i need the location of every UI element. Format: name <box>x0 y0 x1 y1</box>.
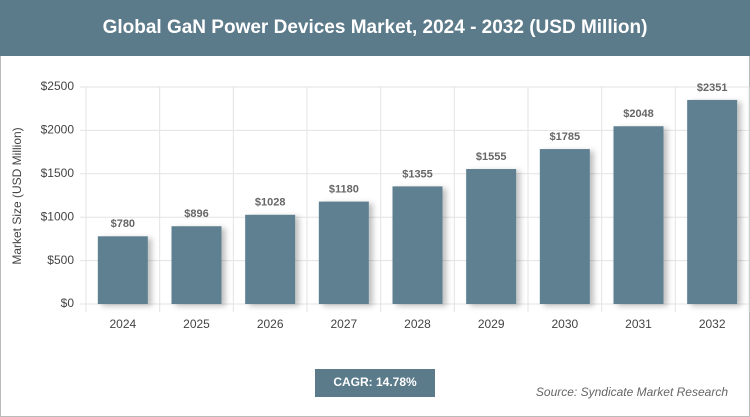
y-axis-label: Market Size (USD Million) <box>10 127 24 264</box>
chart-title: Global GaN Power Devices Market, 2024 - … <box>103 17 648 38</box>
value-label: $1355 <box>402 168 433 180</box>
x-tick-label: 2027 <box>330 317 357 331</box>
value-label: $896 <box>184 208 208 220</box>
bar <box>171 226 222 304</box>
x-tick-label: 2031 <box>625 317 652 331</box>
bar <box>318 201 369 304</box>
y-tick-label: $2000 <box>41 123 75 137</box>
bar <box>245 214 296 304</box>
y-tick-label: $500 <box>47 253 74 267</box>
cagr-box <box>315 369 435 397</box>
bar <box>613 126 664 304</box>
y-tick-label: $1000 <box>41 209 75 223</box>
x-tick-label: 2025 <box>183 317 210 331</box>
x-tick-label: 2024 <box>109 317 136 331</box>
value-label: $1785 <box>550 131 581 143</box>
x-tick-label: 2030 <box>551 317 578 331</box>
header <box>0 0 750 56</box>
y-tick-label: $2500 <box>41 79 75 93</box>
bar <box>466 169 517 304</box>
bar <box>687 99 738 304</box>
value-label: $2351 <box>697 82 728 94</box>
value-label: $1180 <box>329 183 359 195</box>
source: Source: Syndicate Market Research <box>536 385 728 399</box>
x-tick-label: 2026 <box>257 317 284 331</box>
bar <box>97 236 148 304</box>
cagr-text: CAGR: 14.78% <box>333 375 417 389</box>
bar <box>392 186 443 304</box>
value-label: $780 <box>111 218 135 230</box>
x-tick-label: 2029 <box>478 317 505 331</box>
x-tick-label: 2028 <box>404 317 431 331</box>
value-label: $1028 <box>255 197 286 209</box>
value-label: $1555 <box>476 151 507 163</box>
x-tick-label: 2032 <box>699 317 726 331</box>
y-tick-label: $0 <box>61 296 75 310</box>
y-tick-label: $1500 <box>41 166 75 180</box>
bar <box>539 149 590 304</box>
value-label: $2048 <box>623 108 654 120</box>
